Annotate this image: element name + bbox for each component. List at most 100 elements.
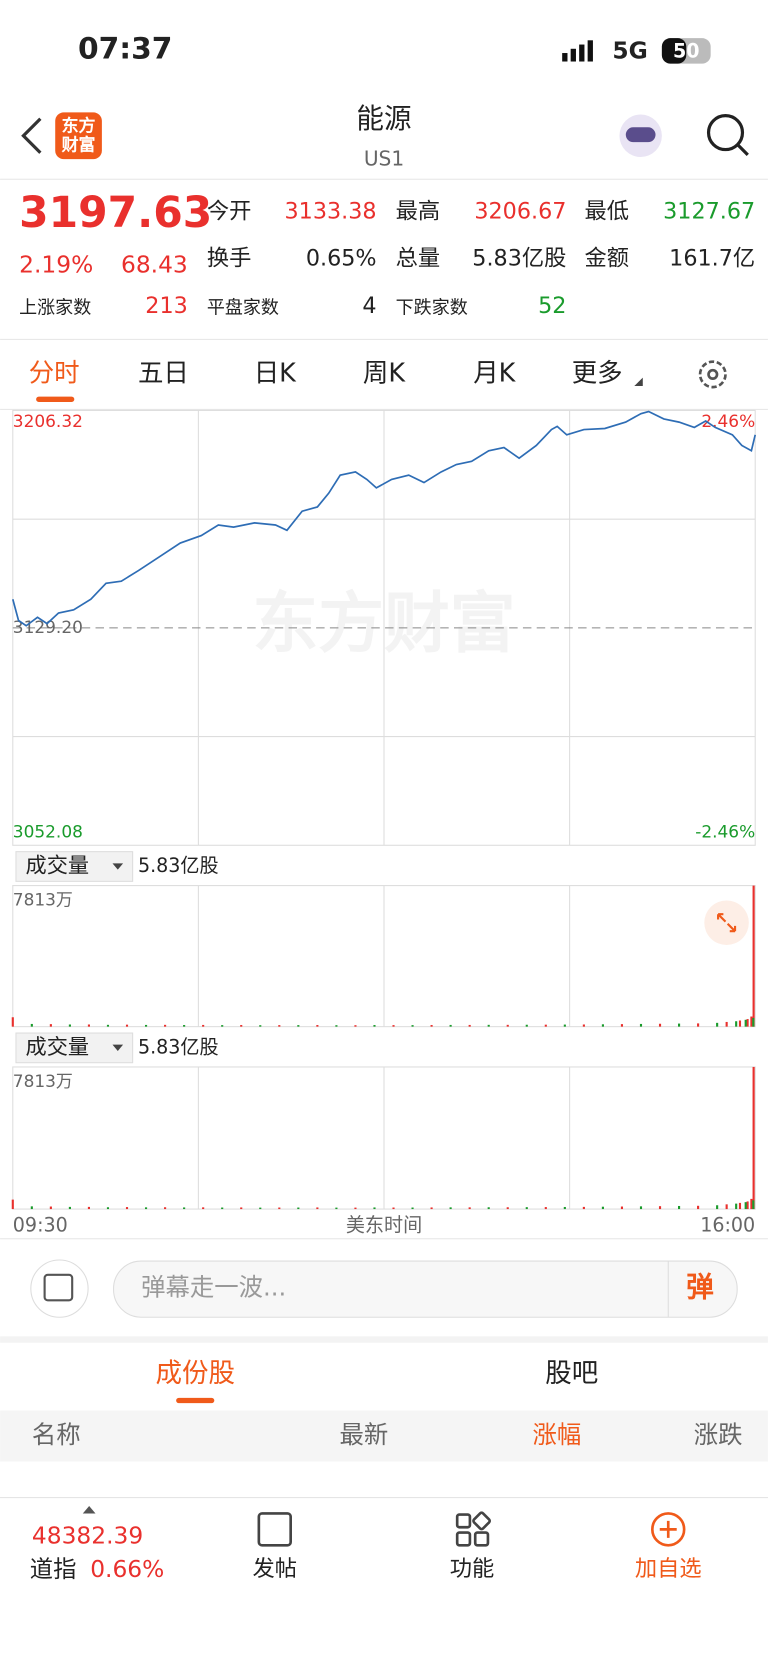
logo-text: 东方财富 xyxy=(61,115,96,155)
tab[interactable]: 月K xyxy=(473,358,516,388)
action[interactable]: 功能 xyxy=(450,1556,495,1582)
volume-bar xyxy=(278,1025,281,1027)
action[interactable]: 发帖 xyxy=(252,1556,297,1582)
volume-bar xyxy=(752,885,755,1027)
volume-bar xyxy=(746,1019,749,1027)
volume-bar xyxy=(164,1024,167,1027)
column-header[interactable]: 名称 xyxy=(32,1420,81,1449)
column-header[interactable]: 涨跌 xyxy=(694,1420,743,1449)
volume-bar xyxy=(735,1203,738,1210)
volume-bar xyxy=(30,1206,33,1210)
volume-bar xyxy=(582,1206,585,1210)
x-end-label: 16:00 xyxy=(700,1214,755,1237)
comment-placeholder: 弹幕走一波... xyxy=(141,1273,286,1302)
stat-value: 3133.38 xyxy=(284,199,376,225)
breadth-value: 4 xyxy=(362,293,376,319)
sub-tab-indicator xyxy=(176,1397,215,1404)
change: 68.43 xyxy=(121,251,188,279)
volume-selector[interactable] xyxy=(15,851,134,882)
volume-bar xyxy=(354,1025,357,1027)
sub-tab[interactable]: 成份股 xyxy=(155,1358,235,1389)
status-time: 07:37 xyxy=(78,31,173,66)
volume-label: 成交量 xyxy=(26,1035,90,1060)
volume-bar xyxy=(744,1202,747,1210)
y-max-label: 3206.32 xyxy=(13,411,83,431)
volume-max-label: 7813万 xyxy=(13,889,73,909)
volume-bar xyxy=(525,1207,528,1210)
tab[interactable]: 周K xyxy=(363,358,406,388)
stat-value: 3206.67 xyxy=(474,199,566,225)
volume-bar xyxy=(430,1207,433,1210)
separator xyxy=(0,1336,768,1343)
x-axis-label: 美东时间 xyxy=(346,1214,422,1237)
volume-bar xyxy=(738,1202,742,1210)
sub-tab[interactable]: 股吧 xyxy=(545,1358,598,1389)
volume-bar xyxy=(725,1204,728,1210)
volume-bar xyxy=(164,1207,167,1210)
volume-bar xyxy=(506,1207,509,1210)
breadth-label: 平盘家数 xyxy=(207,298,279,319)
volume-bar xyxy=(746,1201,749,1210)
tab[interactable]: 分时 xyxy=(29,358,80,388)
volume-bar xyxy=(392,1025,395,1027)
volume-bar xyxy=(620,1206,624,1210)
volume-bar xyxy=(468,1024,471,1027)
volume-bar xyxy=(752,1066,755,1210)
column-header[interactable]: 最新 xyxy=(339,1420,388,1449)
volume-bar xyxy=(487,1207,490,1210)
tab-indicator xyxy=(36,396,75,402)
search-button[interactable] xyxy=(706,114,745,152)
pct-min-label: -2.46% xyxy=(695,822,755,842)
breadth-label: 上涨家数 xyxy=(19,298,91,319)
breadth-value: 52 xyxy=(538,293,566,319)
sub-tabs: 成份股 股吧 xyxy=(155,1358,598,1389)
pct-max-label: 2.46% xyxy=(701,411,755,431)
danmaku-toggle[interactable] xyxy=(30,1259,89,1318)
volume-bar xyxy=(144,1207,148,1210)
comment-input[interactable] xyxy=(113,1260,738,1318)
volume-bar xyxy=(316,1025,319,1027)
more-caret xyxy=(634,377,643,387)
volume-bar xyxy=(468,1207,471,1210)
price: 3197.63 xyxy=(19,189,212,238)
index-value: 48382.39 xyxy=(32,1521,143,1549)
selector-caret xyxy=(112,1044,124,1052)
danmaku-button[interactable]: 弹 xyxy=(686,1271,714,1304)
expand-button[interactable] xyxy=(704,900,749,945)
volume-bar xyxy=(697,1205,700,1210)
actions: 发帖 功能 加自选 xyxy=(252,1556,701,1582)
volume-bar xyxy=(87,1206,90,1210)
index-change: 0.66% xyxy=(90,1555,164,1583)
column-header[interactable]: 涨幅 xyxy=(533,1420,582,1449)
back-button[interactable] xyxy=(21,117,42,154)
volume-bar xyxy=(106,1024,110,1027)
expand-index[interactable] xyxy=(82,1506,96,1514)
volume-bar xyxy=(373,1025,376,1027)
avatar-face xyxy=(625,127,656,143)
volume-bar xyxy=(68,1206,71,1210)
stat-label: 最低 xyxy=(584,199,629,225)
volume-bar xyxy=(335,1207,338,1210)
volume-bar xyxy=(297,1025,300,1027)
action[interactable]: 加自选 xyxy=(635,1556,702,1582)
volume-bar xyxy=(750,1016,753,1027)
logo[interactable] xyxy=(55,112,102,160)
price-chart: 东方财富 3129.20 3206.32 3052.08 2.46% -2.46% xyxy=(11,409,757,846)
selector-caret xyxy=(112,863,124,870)
volume-bar xyxy=(125,1024,129,1027)
tab[interactable]: 日K xyxy=(254,358,297,388)
breadth-label: 下跌家数 xyxy=(396,298,468,319)
tab[interactable]: 更多 xyxy=(572,358,623,388)
volume-bar xyxy=(639,1206,643,1210)
volume-bar xyxy=(735,1021,738,1027)
tab[interactable]: 五日 xyxy=(138,358,189,388)
volume-bar xyxy=(30,1023,33,1027)
settings-button[interactable] xyxy=(698,360,727,389)
volume-total: 5.83亿股 xyxy=(138,1035,219,1058)
settings-center xyxy=(707,368,719,380)
volume-selector[interactable] xyxy=(15,1032,134,1064)
volume-bar xyxy=(449,1024,452,1027)
volume-bar xyxy=(744,1019,747,1027)
